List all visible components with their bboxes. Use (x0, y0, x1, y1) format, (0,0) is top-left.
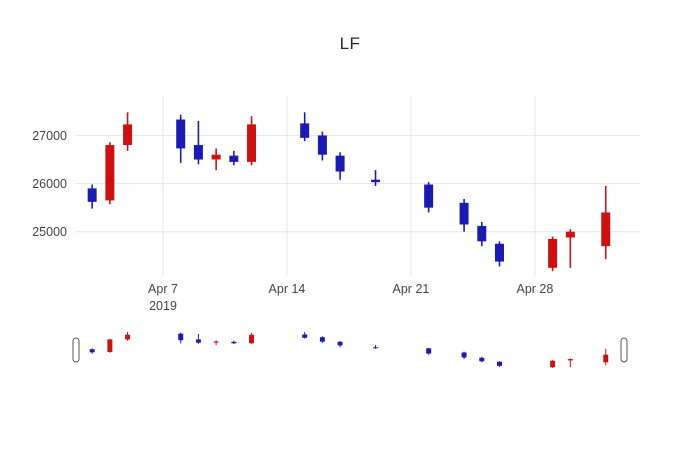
candle-body (211, 154, 221, 160)
candle-body (459, 202, 469, 225)
y-tick-label: 25000 (32, 225, 67, 239)
mini-candle-body (89, 349, 95, 353)
candle-body (105, 145, 115, 201)
candle-body (565, 231, 575, 238)
x-tick-label: Apr 21 (393, 282, 430, 296)
rangeslider[interactable] (72, 327, 630, 373)
x-tick-label: Apr 7 (148, 282, 178, 296)
candle-body (300, 123, 310, 138)
y-tick-label: 26000 (32, 177, 67, 191)
mini-candle-body (302, 334, 308, 338)
x-tick-label: Apr 28 (516, 282, 553, 296)
x-tick-sublabel: 2019 (149, 299, 177, 313)
mini-candle-body (479, 357, 485, 362)
mini-candle-body (125, 334, 131, 340)
rangeslider-track[interactable] (75, 327, 630, 373)
mini-candle-body (319, 337, 325, 342)
mini-candle-body (337, 341, 343, 346)
mini-candle-body (178, 333, 184, 341)
mini-candle-body (496, 361, 502, 366)
mini-candle-body (107, 339, 113, 352)
mini-candle-body (231, 341, 237, 344)
candle-body (247, 124, 257, 162)
mini-candle-body (426, 348, 432, 354)
x-tick-label: Apr 14 (269, 282, 306, 296)
rangeslider-right-handle[interactable] (620, 337, 628, 363)
candle-body (193, 145, 203, 160)
candle-body (494, 243, 504, 262)
candle-body (335, 155, 345, 172)
candle-body (371, 179, 381, 183)
candle-body (317, 135, 327, 155)
candle-body (477, 225, 487, 242)
mini-candle-body (373, 347, 379, 349)
candle-body (87, 188, 97, 202)
y-tick-label: 27000 (32, 129, 67, 143)
mini-candle-body (249, 334, 255, 344)
mini-candle-body (567, 359, 573, 361)
gridlines (75, 95, 640, 276)
mini-candle-body (550, 360, 556, 368)
mini-candle-body (213, 341, 219, 343)
mini-candle-body (195, 339, 201, 343)
candle-body (424, 184, 434, 208)
y-axis-labels: 25000 26000 27000 (32, 129, 67, 239)
candle-body (229, 155, 239, 162)
chart-title: LF (339, 34, 361, 53)
mini-candle-body (461, 352, 467, 358)
candles[interactable] (87, 112, 611, 272)
candle-body (548, 238, 558, 268)
rangeslider-left-handle[interactable] (72, 337, 80, 363)
x-axis-labels: Apr 7 2019 Apr 14 Apr 21 Apr 28 (148, 282, 553, 313)
candle-body (601, 212, 611, 247)
mini-candle-body (603, 354, 609, 363)
candle-body (176, 119, 186, 149)
candle-body (123, 124, 133, 146)
